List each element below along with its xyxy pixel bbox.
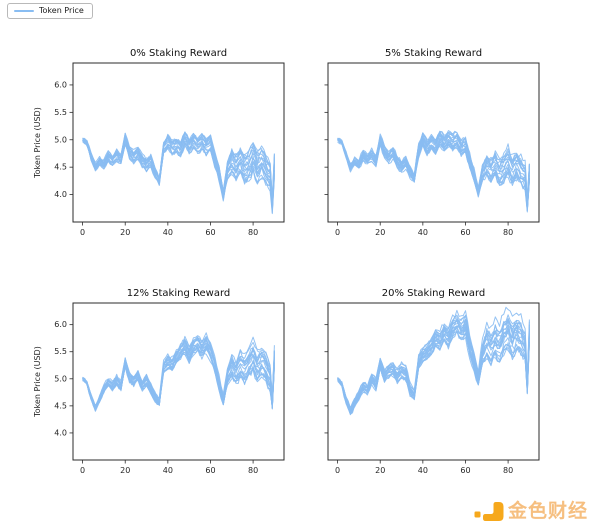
legend-label: Token Price [39,6,84,15]
legend-line-swatch [14,9,34,13]
subplot-20-staking-reward: 0 20 40 60 80 20% Staking Reward [324,288,540,475]
price-path [82,336,275,408]
y-tick-label: 6.0 [54,80,67,89]
price-paths [82,332,275,412]
x-tick-label: 0 [335,466,340,475]
y-tick-label: 6.0 [54,320,67,329]
price-path [337,306,530,410]
price-path [82,138,275,211]
x-tick-label: 80 [503,228,513,237]
x-tick-label: 40 [418,466,428,475]
x-tick-label: 20 [120,466,130,475]
subplot-0-staking-reward: 0 20 40 60 80 4.0 4.5 5.0 5.5 6.0 0% Staking Rewar… [33,48,285,237]
price-paths [337,306,530,416]
watermark-text: 金色财经 [507,500,588,522]
x-tick-label: 0 [80,228,85,237]
x-tick-label: 0 [80,466,85,475]
x-tick-label: 40 [163,228,173,237]
y-tick-label: 4.0 [54,428,67,437]
legend: Token Price [7,3,93,19]
price-path [337,131,530,198]
axes-frame [72,62,285,223]
subplot-12-staking-reward: 0 20 40 60 80 4.0 4.5 5.0 5.5 6.0 12% Staking Rewa… [33,288,285,475]
y-tick-label: 5.0 [54,135,67,144]
x-tick-label: 20 [120,228,130,237]
y-tick-label: 5.5 [54,108,67,117]
y-tick-label: 5.5 [54,347,67,356]
price-path [337,317,530,413]
x-tick-label: 60 [205,228,215,237]
y-tick-label: 4.5 [54,401,67,410]
x-tick-label: 60 [205,466,215,475]
price-path [82,132,275,199]
axes-frame [72,302,285,461]
x-tick-label: 20 [375,466,385,475]
x-tick-label: 40 [163,466,173,475]
axes-frame [327,62,540,223]
price-path [337,132,530,203]
price-paths [82,131,275,215]
y-tick-label: 5.0 [54,374,67,383]
subplot-5-staking-reward: 0 20 40 60 80 5% Staking Reward [324,48,540,237]
subplot-title: 0% Staking Reward [130,48,227,59]
price-path [82,139,275,215]
y-axis-label: Token Price (USD) [33,107,42,179]
x-tick-label: 60 [460,228,470,237]
x-tick-label: 80 [503,466,513,475]
x-tick-label: 40 [418,228,428,237]
x-tick-label: 80 [248,228,258,237]
y-tick-label: 4.0 [54,190,67,199]
subplot-title: 20% Staking Reward [382,288,485,299]
y-axis-label: Token Price (USD) [33,346,42,418]
price-paths [337,130,530,213]
price-path [82,335,275,407]
price-path [337,138,530,209]
jinse-finance-logo-icon [474,502,504,521]
watermark: 金色财经 [474,501,588,522]
x-tick-label: 0 [335,228,340,237]
x-tick-label: 60 [460,466,470,475]
x-tick-label: 80 [248,466,258,475]
y-tick-label: 4.5 [54,163,67,172]
subplot-title: 5% Staking Reward [385,48,482,59]
price-path [82,141,275,214]
price-path [337,137,530,206]
x-tick-label: 20 [375,228,385,237]
price-path [82,343,275,408]
subplot-title: 12% Staking Reward [127,288,230,299]
axes-frame [327,302,540,461]
price-path [82,336,275,407]
